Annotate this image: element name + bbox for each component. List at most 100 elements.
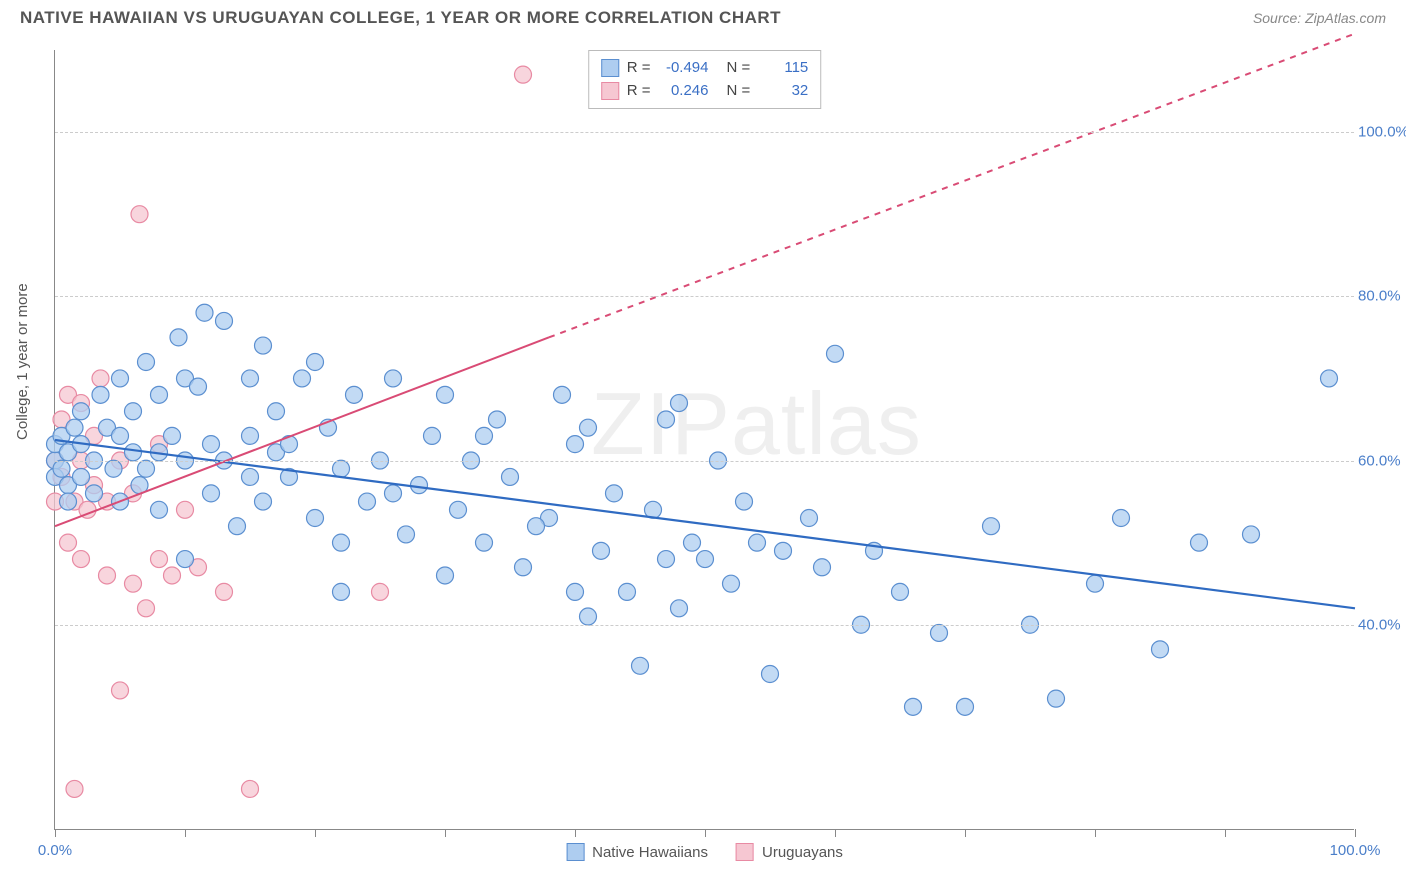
data-point xyxy=(359,493,376,510)
data-point xyxy=(606,485,623,502)
data-point xyxy=(73,403,90,420)
x-tick-mark xyxy=(835,829,836,837)
data-point xyxy=(593,542,610,559)
data-point xyxy=(827,345,844,362)
data-point xyxy=(333,460,350,477)
data-point xyxy=(515,66,532,83)
data-point xyxy=(476,427,493,444)
data-point xyxy=(684,534,701,551)
data-point xyxy=(242,468,259,485)
data-point xyxy=(151,386,168,403)
data-point xyxy=(528,518,545,535)
data-point xyxy=(931,624,948,641)
data-point xyxy=(164,427,181,444)
data-point xyxy=(424,427,441,444)
data-point xyxy=(170,329,187,346)
data-point xyxy=(255,493,272,510)
x-tick-mark xyxy=(445,829,446,837)
data-point xyxy=(1152,641,1169,658)
data-point xyxy=(242,427,259,444)
data-point xyxy=(450,501,467,518)
data-point xyxy=(164,567,181,584)
data-point xyxy=(255,337,272,354)
gridline xyxy=(55,296,1354,297)
data-point xyxy=(983,518,1000,535)
data-point xyxy=(138,460,155,477)
y-tick-label: 100.0% xyxy=(1358,124,1406,141)
data-point xyxy=(1113,510,1130,527)
x-tick-mark xyxy=(185,829,186,837)
data-point xyxy=(892,583,909,600)
scatter-svg xyxy=(55,50,1354,829)
gridline xyxy=(55,461,1354,462)
data-point xyxy=(580,419,597,436)
gridline xyxy=(55,132,1354,133)
data-point xyxy=(242,370,259,387)
x-tick-mark xyxy=(1095,829,1096,837)
data-point xyxy=(554,386,571,403)
data-point xyxy=(567,583,584,600)
data-point xyxy=(801,510,818,527)
legend-item-pink: Uruguayans xyxy=(736,843,843,861)
data-point xyxy=(1243,526,1260,543)
data-point xyxy=(476,534,493,551)
data-point xyxy=(307,354,324,371)
data-point xyxy=(196,304,213,321)
y-tick-label: 40.0% xyxy=(1358,616,1406,633)
data-point xyxy=(671,395,688,412)
data-point xyxy=(99,567,116,584)
stats-legend: R = -0.494 N = 115 R = 0.246 N = 32 xyxy=(588,50,822,109)
data-point xyxy=(762,666,779,683)
data-point xyxy=(671,600,688,617)
data-point xyxy=(398,526,415,543)
data-point xyxy=(905,698,922,715)
gridline xyxy=(55,625,1354,626)
bottom-legend: Native Hawaiians Uruguayans xyxy=(566,843,843,861)
x-tick-mark xyxy=(705,829,706,837)
data-point xyxy=(814,559,831,576)
data-point xyxy=(60,534,77,551)
data-point xyxy=(203,485,220,502)
data-point xyxy=(333,534,350,551)
data-point xyxy=(112,370,129,387)
data-point xyxy=(385,370,402,387)
data-point xyxy=(749,534,766,551)
data-point xyxy=(138,354,155,371)
data-point xyxy=(268,403,285,420)
data-point xyxy=(112,682,129,699)
data-point xyxy=(385,485,402,502)
data-point xyxy=(1191,534,1208,551)
x-tick-mark xyxy=(55,829,56,837)
data-point xyxy=(1048,690,1065,707)
data-point xyxy=(190,378,207,395)
data-point xyxy=(112,427,129,444)
data-point xyxy=(216,312,233,329)
data-point xyxy=(632,657,649,674)
data-point xyxy=(437,386,454,403)
y-tick-label: 80.0% xyxy=(1358,288,1406,305)
chart-header: NATIVE HAWAIIAN VS URUGUAYAN COLLEGE, 1 … xyxy=(0,0,1406,32)
data-point xyxy=(92,370,109,387)
data-point xyxy=(203,436,220,453)
stats-row-blue: R = -0.494 N = 115 xyxy=(601,57,809,80)
x-tick-label: 0.0% xyxy=(38,842,72,859)
data-point xyxy=(125,403,142,420)
data-point xyxy=(66,780,83,797)
x-tick-mark xyxy=(1225,829,1226,837)
y-axis-label: College, 1 year or more xyxy=(14,283,31,440)
swatch-blue xyxy=(566,843,584,861)
x-tick-label: 100.0% xyxy=(1330,842,1381,859)
data-point xyxy=(216,583,233,600)
data-point xyxy=(736,493,753,510)
data-point xyxy=(60,493,77,510)
data-point xyxy=(1321,370,1338,387)
data-point xyxy=(489,411,506,428)
data-point xyxy=(567,436,584,453)
data-point xyxy=(138,600,155,617)
data-point xyxy=(580,608,597,625)
data-point xyxy=(333,583,350,600)
data-point xyxy=(105,460,122,477)
data-point xyxy=(151,551,168,568)
x-tick-mark xyxy=(315,829,316,837)
data-point xyxy=(86,485,103,502)
